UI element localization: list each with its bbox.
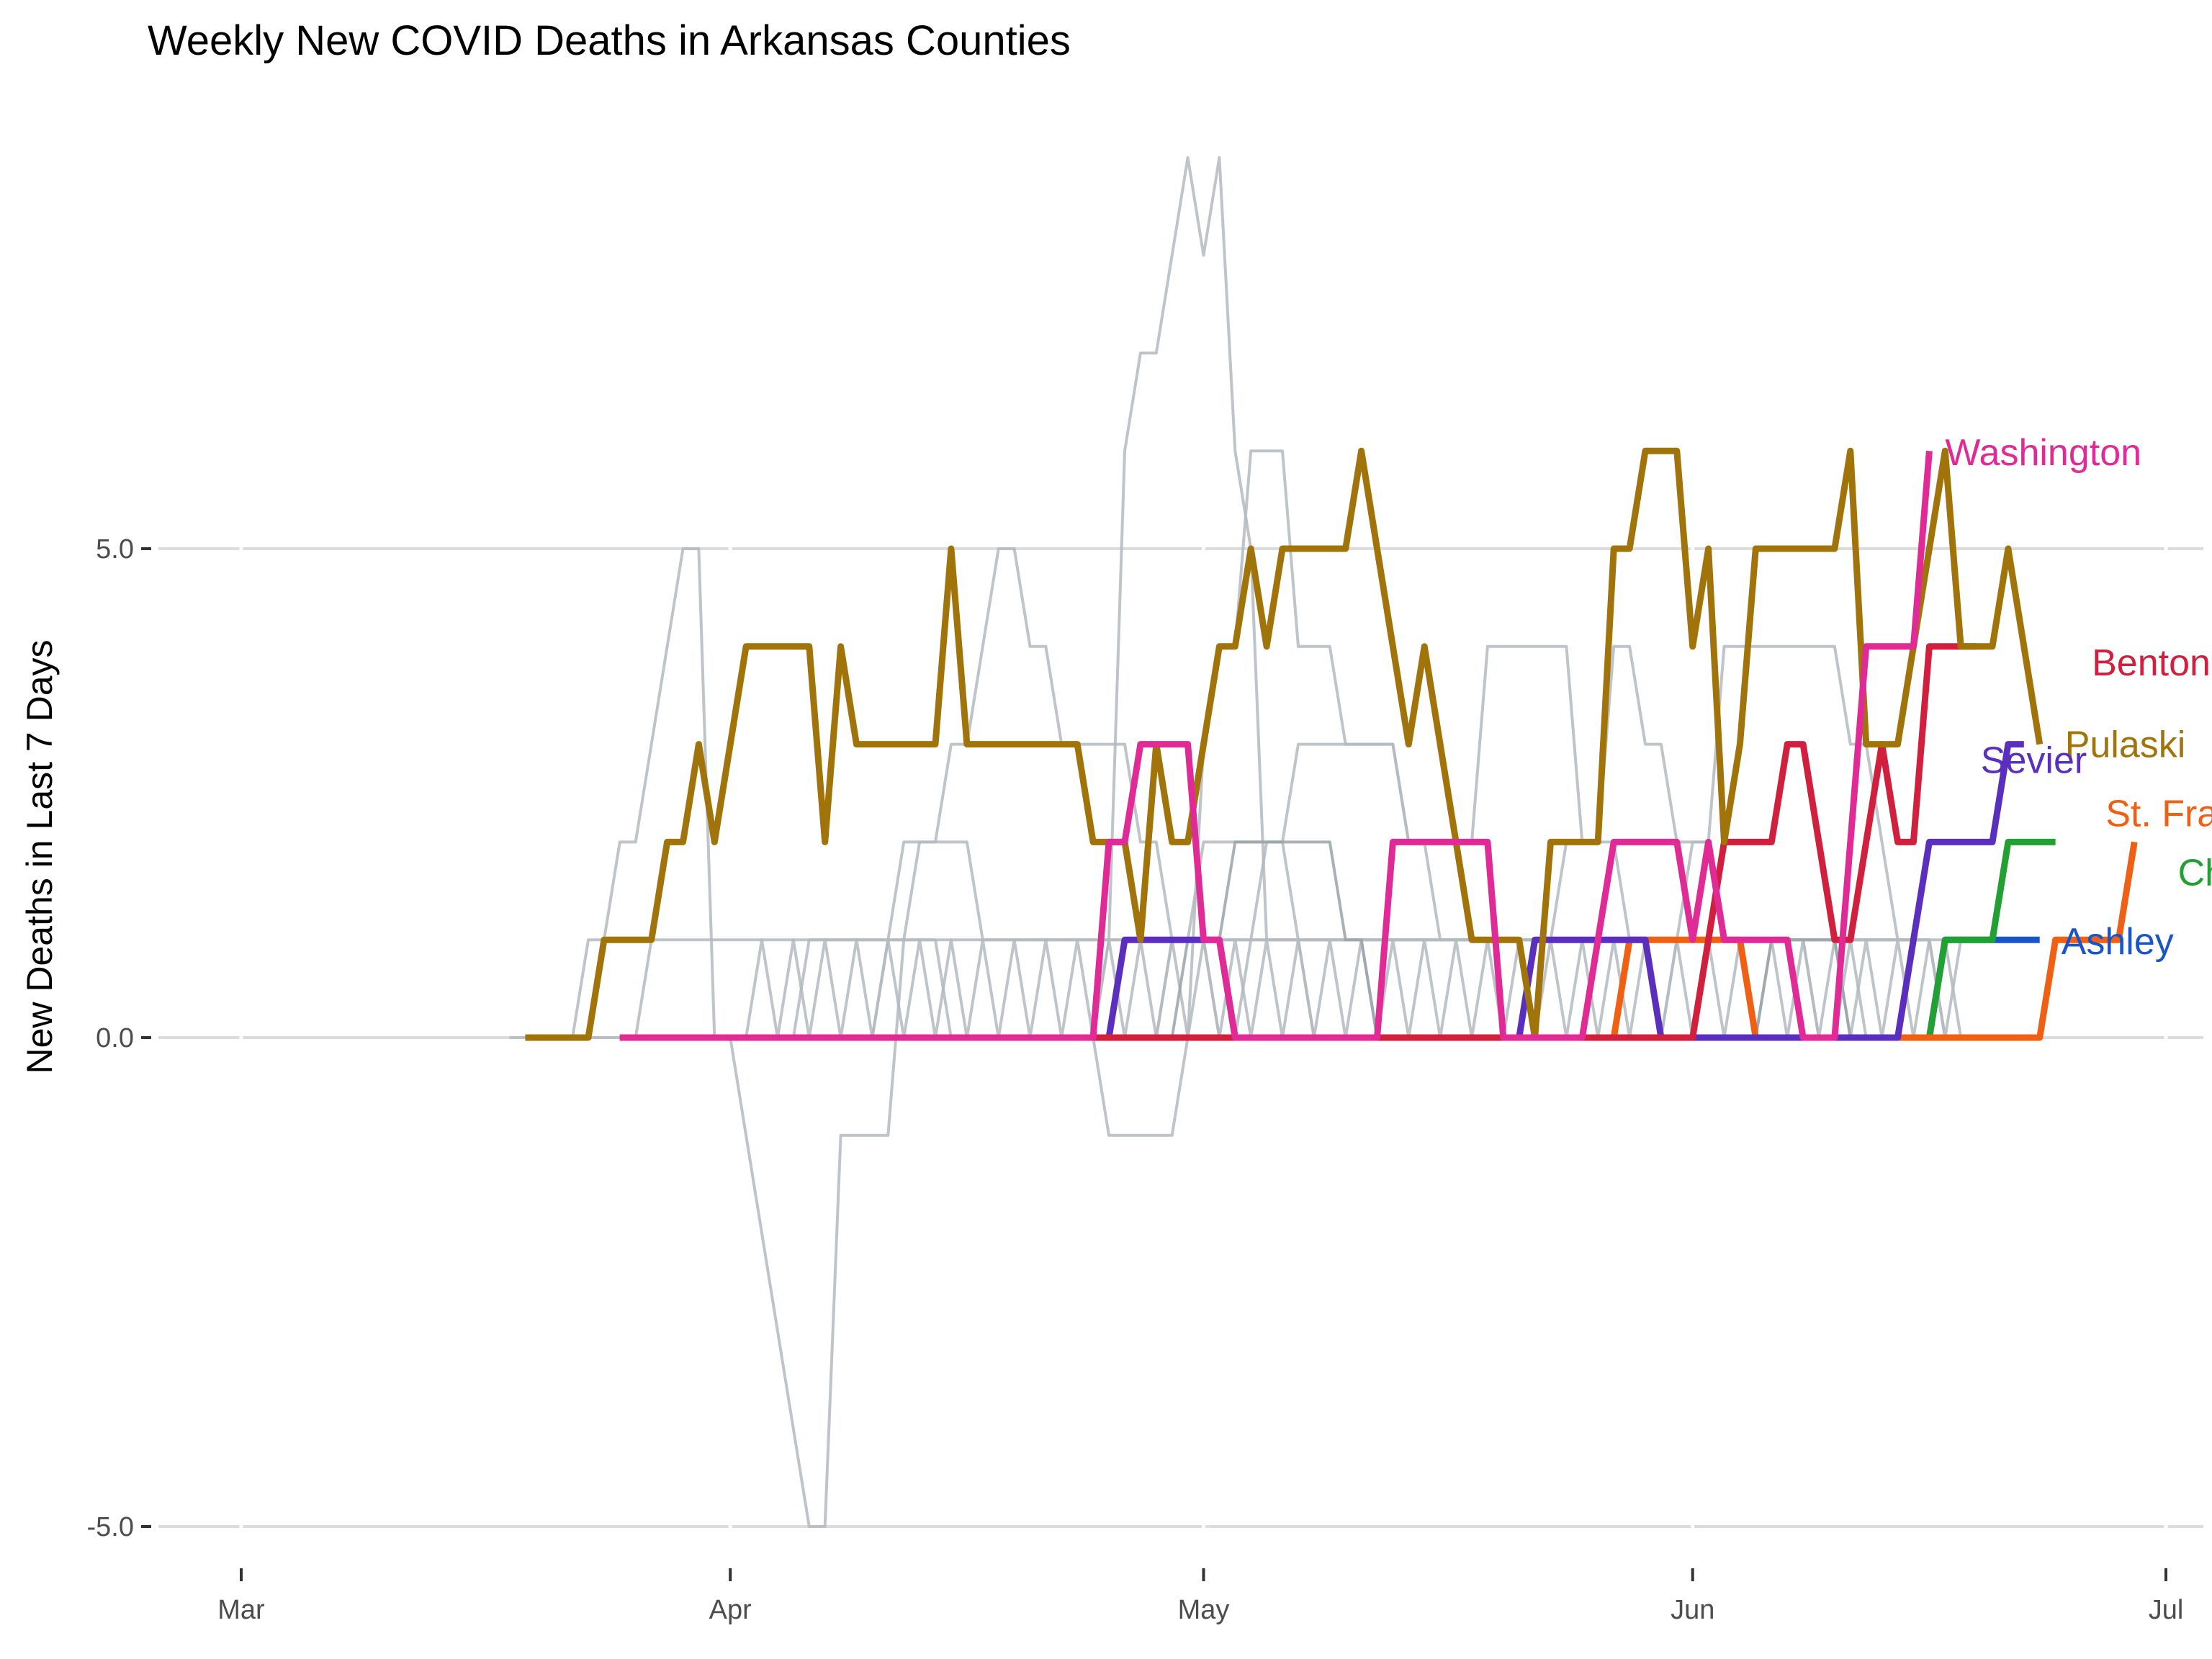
background-series-line-2 <box>729 840 1963 1528</box>
x-tick-label: Jul <box>2149 1595 2184 1625</box>
series-line-washington <box>619 450 1933 1041</box>
background-series-line-5 <box>871 547 1930 1039</box>
series-line-pulaski <box>525 447 2044 1041</box>
y-tick-label: 5.0 <box>96 534 134 565</box>
y-tick-label: 0.0 <box>96 1023 134 1053</box>
series-label-pulaski: Pulaski <box>2065 724 2186 766</box>
x-tick-label: Mar <box>217 1595 265 1625</box>
series-label-benton: Benton <box>2092 642 2211 684</box>
series-labels: Pulaski Washington Benton Sevier St. Francis… <box>1945 432 2212 963</box>
x-tick-label: Apr <box>709 1595 752 1625</box>
series-label-st-francis: St. Francis <box>2105 793 2212 835</box>
chart-title: Weekly New COVID Deaths in Arkansas Coun… <box>148 17 1071 64</box>
y-tick-label: -5.0 <box>87 1512 134 1542</box>
highlighted-series <box>525 447 2138 1041</box>
series-label-washington: Washington <box>1945 432 2141 474</box>
series-label-sevier: Sevier <box>1981 740 2087 782</box>
background-series-line-3 <box>1061 156 1914 1039</box>
y-axis-title: New Deaths in Last 7 Days <box>19 639 60 1074</box>
x-tick-label: Jun <box>1671 1595 1714 1625</box>
axis-ticks: -5.0 0.0 5.0 Mar Apr May Jun Jul <box>87 534 2184 1625</box>
series-label-ashley: Ashley <box>2062 921 2174 963</box>
series-label-chicot: Chicot <box>2178 852 2212 894</box>
x-tick-label: May <box>1178 1595 1230 1625</box>
